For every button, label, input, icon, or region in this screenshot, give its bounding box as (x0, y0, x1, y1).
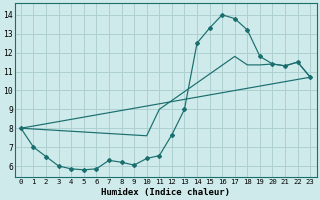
X-axis label: Humidex (Indice chaleur): Humidex (Indice chaleur) (101, 188, 230, 197)
